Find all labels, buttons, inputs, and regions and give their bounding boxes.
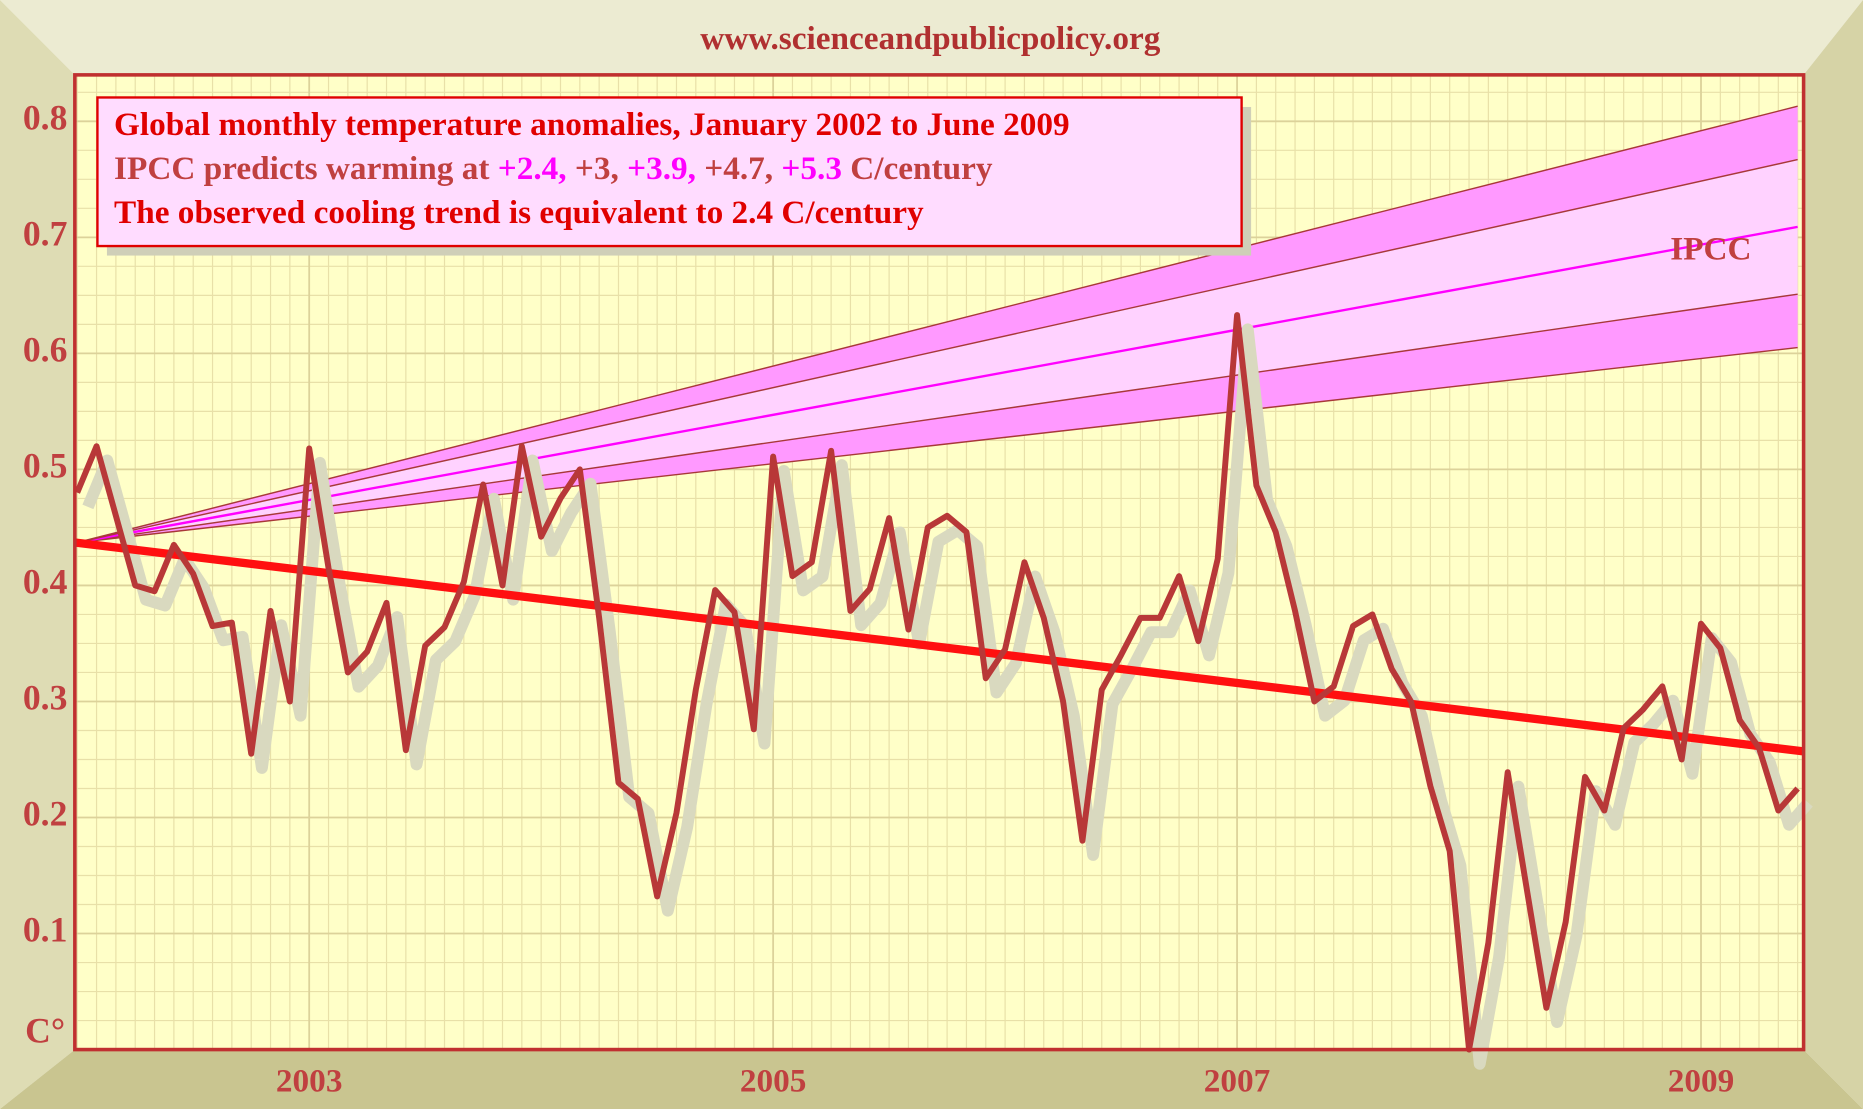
y-tick-label: 0.3: [23, 678, 68, 718]
y-tick-label: 0.8: [23, 97, 68, 137]
trend-line: [74, 538, 1805, 756]
x-tick-label: 2009: [1668, 1063, 1735, 1100]
ipcc-line: [77, 346, 1798, 544]
annotation-line: The observed cooling trend is equivalent…: [114, 194, 924, 231]
annotation-box: [96, 96, 1243, 248]
x-tick-label: 2007: [1204, 1063, 1271, 1100]
line-shadow: [82, 323, 1813, 1070]
y-tick-label: 0.5: [23, 446, 68, 486]
annotation-text: The observed cooling trend is equivalent…: [114, 194, 924, 231]
frame-top: [0, 0, 1863, 75]
annotation-line: Global monthly temperature anomalies, Ja…: [114, 106, 1070, 143]
x-tick-label: 2005: [740, 1063, 807, 1100]
frame-left: [0, 0, 75, 1109]
plot-layer: IPCC: [74, 74, 1813, 1070]
y-tick-label: 0.7: [23, 214, 68, 254]
annotation-text: Global monthly temperature anomalies, Ja…: [114, 106, 1070, 143]
annotation-text: +4.7,: [696, 150, 773, 187]
frame-bottom: [0, 1049, 1863, 1109]
y-tick-label: 0.2: [23, 794, 68, 834]
annotation-text: IPCC predicts warming at: [114, 150, 498, 187]
annotation-line: IPCC predicts warming at +2.4, +3, +3.9,…: [114, 150, 993, 187]
annotation-text: C/century: [842, 150, 993, 187]
annotation-text: +3.9,: [619, 150, 696, 187]
plot-border: [73, 73, 1806, 1052]
ipcc-label: IPCC: [1670, 231, 1751, 268]
ipcc-line: [77, 158, 1798, 544]
ipcc-line: [77, 293, 1798, 544]
data-line: [74, 312, 1800, 1053]
ipcc-line: [77, 225, 1798, 544]
x-tick-label: 2003: [276, 1063, 343, 1100]
y-axis-label: C°: [25, 1010, 65, 1050]
subtitle: www.scienceandpublicpolicy.org: [700, 20, 1160, 57]
frame-right: [1803, 0, 1863, 1109]
y-tick-label: 0.6: [23, 330, 68, 370]
ipcc-line: [77, 105, 1798, 544]
annotation-text: +2.4,: [498, 150, 567, 187]
y-tick-label: 0.1: [23, 910, 68, 950]
annotation-text: +3,: [567, 150, 619, 187]
annotation-text: +5.3: [773, 150, 842, 187]
y-tick-label: 0.4: [23, 562, 68, 602]
